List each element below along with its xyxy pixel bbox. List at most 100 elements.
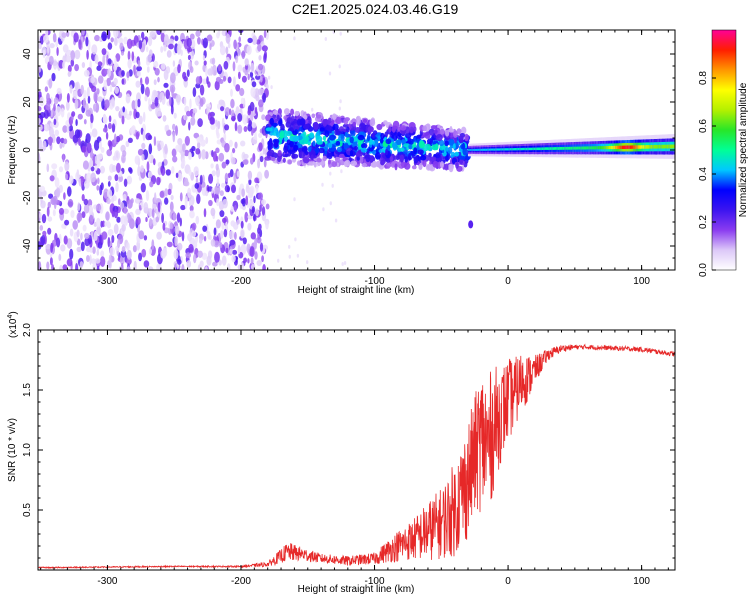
heatmap-cell: [224, 124, 230, 131]
colorbar-tick-label: 0.0: [698, 263, 709, 277]
colorbar-tick-label: 0.4: [698, 167, 709, 181]
heatmap-cell: [279, 130, 285, 138]
heatmap-cell: [417, 134, 422, 139]
heatmap-cell: [652, 145, 655, 149]
heatmap-cell: [341, 262, 344, 266]
heatmap-cell: [192, 112, 195, 119]
heatmap-cell: [440, 161, 444, 169]
heatmap-cell: [168, 38, 174, 45]
heatmap-cell: [191, 145, 196, 152]
heatmap-cell: [56, 47, 59, 56]
heatmap-cell: [165, 169, 171, 176]
heatmap-cell: [254, 74, 261, 80]
heatmap-cell: [293, 144, 299, 152]
heatmap-cell: [418, 164, 423, 170]
x-tick-label: 100: [633, 576, 650, 587]
heatmap-cell: [633, 145, 635, 149]
heatmap-cell: [263, 159, 267, 168]
heatmap-cell: [138, 252, 143, 262]
heatmap-cell: [90, 172, 96, 183]
heatmap-cell: [123, 206, 127, 215]
heatmap-cell: [201, 149, 207, 160]
heatmap-cell: [46, 92, 50, 102]
heatmap-cell: [40, 196, 43, 204]
heatmap-cell: [83, 203, 90, 214]
heatmap-cell: [302, 123, 310, 130]
heatmap-cell: [224, 172, 229, 183]
heatmap-cell: [106, 189, 113, 199]
heatmap-cell: [157, 201, 161, 213]
heatmap-cell: [528, 147, 531, 151]
heatmap-cell: [274, 140, 279, 148]
heatmap-cell: [140, 165, 145, 173]
heatmap-cell: [508, 148, 510, 151]
snr-frame: [37, 329, 676, 571]
heatmap-cell: [536, 147, 539, 151]
heatmap-cell: [602, 146, 605, 150]
heatmap-cell: [161, 95, 166, 105]
heatmap-cell: [634, 145, 637, 149]
snr-scale-exponent: 4: [7, 315, 14, 319]
heatmap-cell: [230, 98, 235, 109]
heatmap-cell: [126, 175, 133, 185]
heatmap-cell: [282, 157, 286, 163]
heatmap-cell: [362, 125, 367, 131]
heatmap-cell: [134, 155, 140, 165]
heatmap-cell: [617, 145, 619, 150]
heatmap-cell: [45, 244, 51, 250]
heatmap-cell: [242, 159, 249, 165]
heatmap-cell: [113, 77, 118, 85]
y-tick-label: 20: [22, 96, 33, 108]
heatmap-cell: [428, 128, 435, 136]
heatmap-cell: [259, 229, 263, 238]
heatmap-cell: [311, 107, 314, 112]
heatmap-cell: [148, 134, 153, 140]
heatmap-cell: [219, 45, 226, 56]
heatmap-cell: [173, 112, 177, 119]
heatmap-cell: [306, 260, 309, 265]
heatmap-cell: [308, 161, 315, 166]
heatmap-cell: [322, 207, 325, 212]
heatmap-cell: [59, 142, 63, 149]
heatmap-cell: [47, 136, 54, 145]
heatmap-cell: [189, 98, 192, 109]
heatmap-cell: [369, 118, 376, 127]
heatmap-cell: [257, 43, 262, 52]
heatmap-cell: [247, 170, 253, 181]
snr-scale-prefix: (x10: [8, 318, 19, 338]
heatmap-cell: [80, 232, 83, 241]
heatmap-cell: [544, 147, 547, 150]
heatmap-cell: [147, 152, 152, 163]
heatmap-cell: [102, 127, 108, 133]
heatmap-cell: [551, 147, 554, 150]
heatmap-cell: [123, 178, 128, 187]
heatmap-cell: [224, 142, 230, 153]
heatmap-cell: [229, 239, 236, 246]
heatmap-cell: [552, 147, 555, 150]
heatmap-cell: [324, 129, 329, 138]
heatmap-cell: [154, 96, 159, 107]
heatmap-cell: [380, 132, 385, 140]
heatmap-cell: [82, 97, 86, 109]
heatmap-cell: [205, 67, 208, 77]
heatmap-cell: [216, 198, 220, 207]
heatmap-cell: [399, 125, 407, 131]
heatmap-cell: [261, 255, 264, 263]
heatmap-cell: [151, 239, 155, 251]
heatmap-cell: [172, 155, 178, 163]
heatmap-cell: [127, 137, 133, 143]
heatmap-cell: [238, 71, 241, 80]
heatmap-cell: [247, 73, 250, 81]
heatmap-cell: [394, 163, 398, 171]
heatmap-cell: [230, 88, 233, 97]
heatmap-cell: [668, 144, 671, 149]
heatmap-cell: [671, 144, 674, 149]
heatmap-cell: [503, 148, 506, 151]
heatmap-cell: [349, 150, 354, 157]
heatmap-cell: [83, 69, 90, 77]
heatmap-cell: [615, 145, 618, 150]
heatmap-cell: [106, 77, 111, 87]
heatmap-cell: [167, 188, 172, 196]
heatmap-cell: [157, 76, 160, 83]
heatmap-cell: [194, 182, 200, 189]
